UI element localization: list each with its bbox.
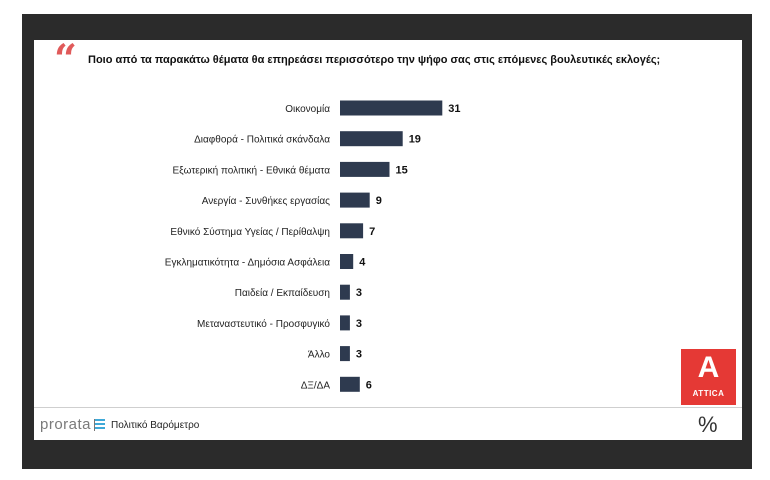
bar-value-label: 31 — [448, 103, 460, 115]
bar — [340, 223, 364, 239]
bar — [340, 376, 360, 392]
slide: “ Ποιο από τα παρακάτω θέματα θα επηρεάσ… — [34, 40, 742, 440]
prorata-bars-icon — [94, 419, 106, 431]
category-label: Άλλο — [308, 350, 331, 361]
bar-value-label: 19 — [409, 134, 421, 146]
bar — [340, 161, 390, 177]
bar — [340, 254, 354, 269]
bar-value-label: 7 — [369, 226, 375, 238]
bar-chart: Οικονομία 31 Διαφθορά - Πολιτικά σκάνδαλα 1… — [165, 100, 461, 392]
bar-value-label: 15 — [396, 164, 408, 176]
category-label: Εθνικό Σύστημα Υγείας / Περίθαλψη — [170, 226, 330, 238]
bar — [340, 192, 370, 208]
footer: prorata Πολιτικό Βαρόμετρο — [40, 417, 199, 433]
quote-mark-icon: “ — [54, 36, 78, 83]
category-label: Εγκληματικότητα - Δημόσια Ασφάλεια — [165, 257, 330, 269]
attica-logo-letter: Α — [697, 351, 720, 384]
bar-value-label: 3 — [356, 318, 362, 330]
category-label: Ανεργία - Συνθήκες εργασίας — [202, 195, 330, 207]
bar-value-label: 3 — [356, 287, 362, 299]
percent-icon: % — [698, 412, 718, 437]
bar-value-label: 9 — [376, 195, 382, 207]
attica-logo-text: ATTICA — [692, 389, 725, 398]
bar-value-label: 3 — [356, 349, 362, 361]
bar — [340, 131, 403, 147]
category-label: Εξωτερική πολιτική - Εθνικά θέματα — [173, 164, 331, 176]
survey-question: Ποιο από τα παρακάτω θέματα θα επηρεάσει… — [88, 54, 661, 66]
category-label: ΔΞ/ΔΑ — [301, 380, 331, 391]
category-label: Διαφθορά - Πολιτικά σκάνδαλα — [194, 134, 330, 146]
category-label: Οικονομία — [285, 103, 330, 115]
category-label: Μεταναστευτικό - Προσφυγικό — [197, 318, 330, 330]
bar — [340, 284, 350, 300]
bar — [340, 346, 350, 362]
prorata-brand: prorata — [40, 416, 92, 433]
bar — [340, 315, 350, 331]
footer-subtitle: Πολιτικό Βαρόμετρο — [111, 419, 200, 431]
attica-logo: Α ATTICA — [681, 349, 736, 405]
footer-divider — [34, 407, 742, 408]
category-label: Παιδεία / Εκπαίδευση — [235, 287, 330, 299]
bar-value-label: 4 — [359, 257, 366, 269]
bar-value-label: 6 — [366, 379, 372, 391]
bar — [340, 100, 443, 116]
